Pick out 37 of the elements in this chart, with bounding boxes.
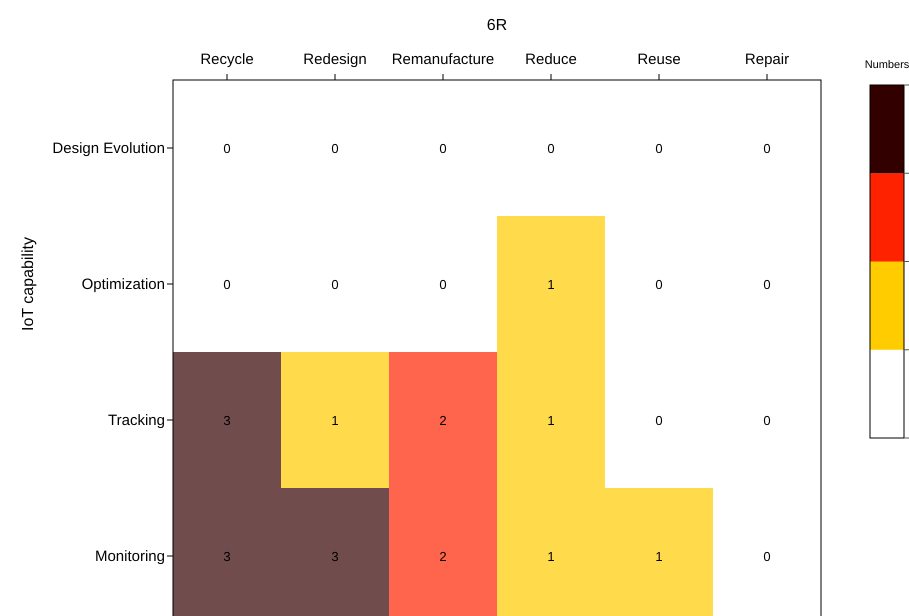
data-label: 0	[655, 277, 663, 292]
data-label: 0	[547, 141, 555, 156]
data-label: 1	[547, 413, 555, 428]
data-label: 0	[223, 277, 231, 292]
y-tick-label: Monitoring	[94, 548, 165, 565]
x-tick-label: Remanufacture	[392, 51, 494, 68]
x-tick-label: Repair	[744, 51, 790, 68]
data-label: 1	[655, 549, 663, 564]
data-label: 1	[547, 549, 555, 564]
x-tick-label: Redesign	[303, 51, 367, 68]
data-label: 2	[439, 549, 447, 564]
data-label: 0	[763, 277, 771, 292]
data-label: 0	[763, 141, 771, 156]
data-label: 1	[547, 277, 555, 292]
y-tick-label: Optimization	[82, 276, 165, 293]
y-tick-label: Design Evolution	[52, 140, 165, 157]
color-bar-title: Numbers	[864, 59, 909, 71]
x-tick-label: Reuse	[637, 51, 681, 68]
data-label: 0	[763, 549, 771, 564]
data-label: 1	[331, 413, 339, 428]
data-label: 3	[223, 413, 231, 428]
data-label: 0	[439, 277, 447, 292]
data-label: 2	[439, 413, 447, 428]
data-label: 0	[331, 141, 339, 156]
x-tick-label: Reduce	[525, 51, 577, 68]
data-label: 0	[655, 413, 663, 428]
data-label: 0	[223, 141, 231, 156]
y-axis-title: IoT capability	[20, 237, 37, 331]
data-label: 0	[331, 277, 339, 292]
y-tick-label: Tracking	[108, 412, 165, 429]
data-label: 0	[763, 413, 771, 428]
x-tick-label: Recycle	[200, 51, 254, 68]
data-label: 0	[439, 141, 447, 156]
x-axis-title: 6R	[486, 17, 508, 34]
data-label: 3	[331, 549, 339, 564]
data-label: 3	[223, 549, 231, 564]
data-label: 0	[655, 141, 663, 156]
